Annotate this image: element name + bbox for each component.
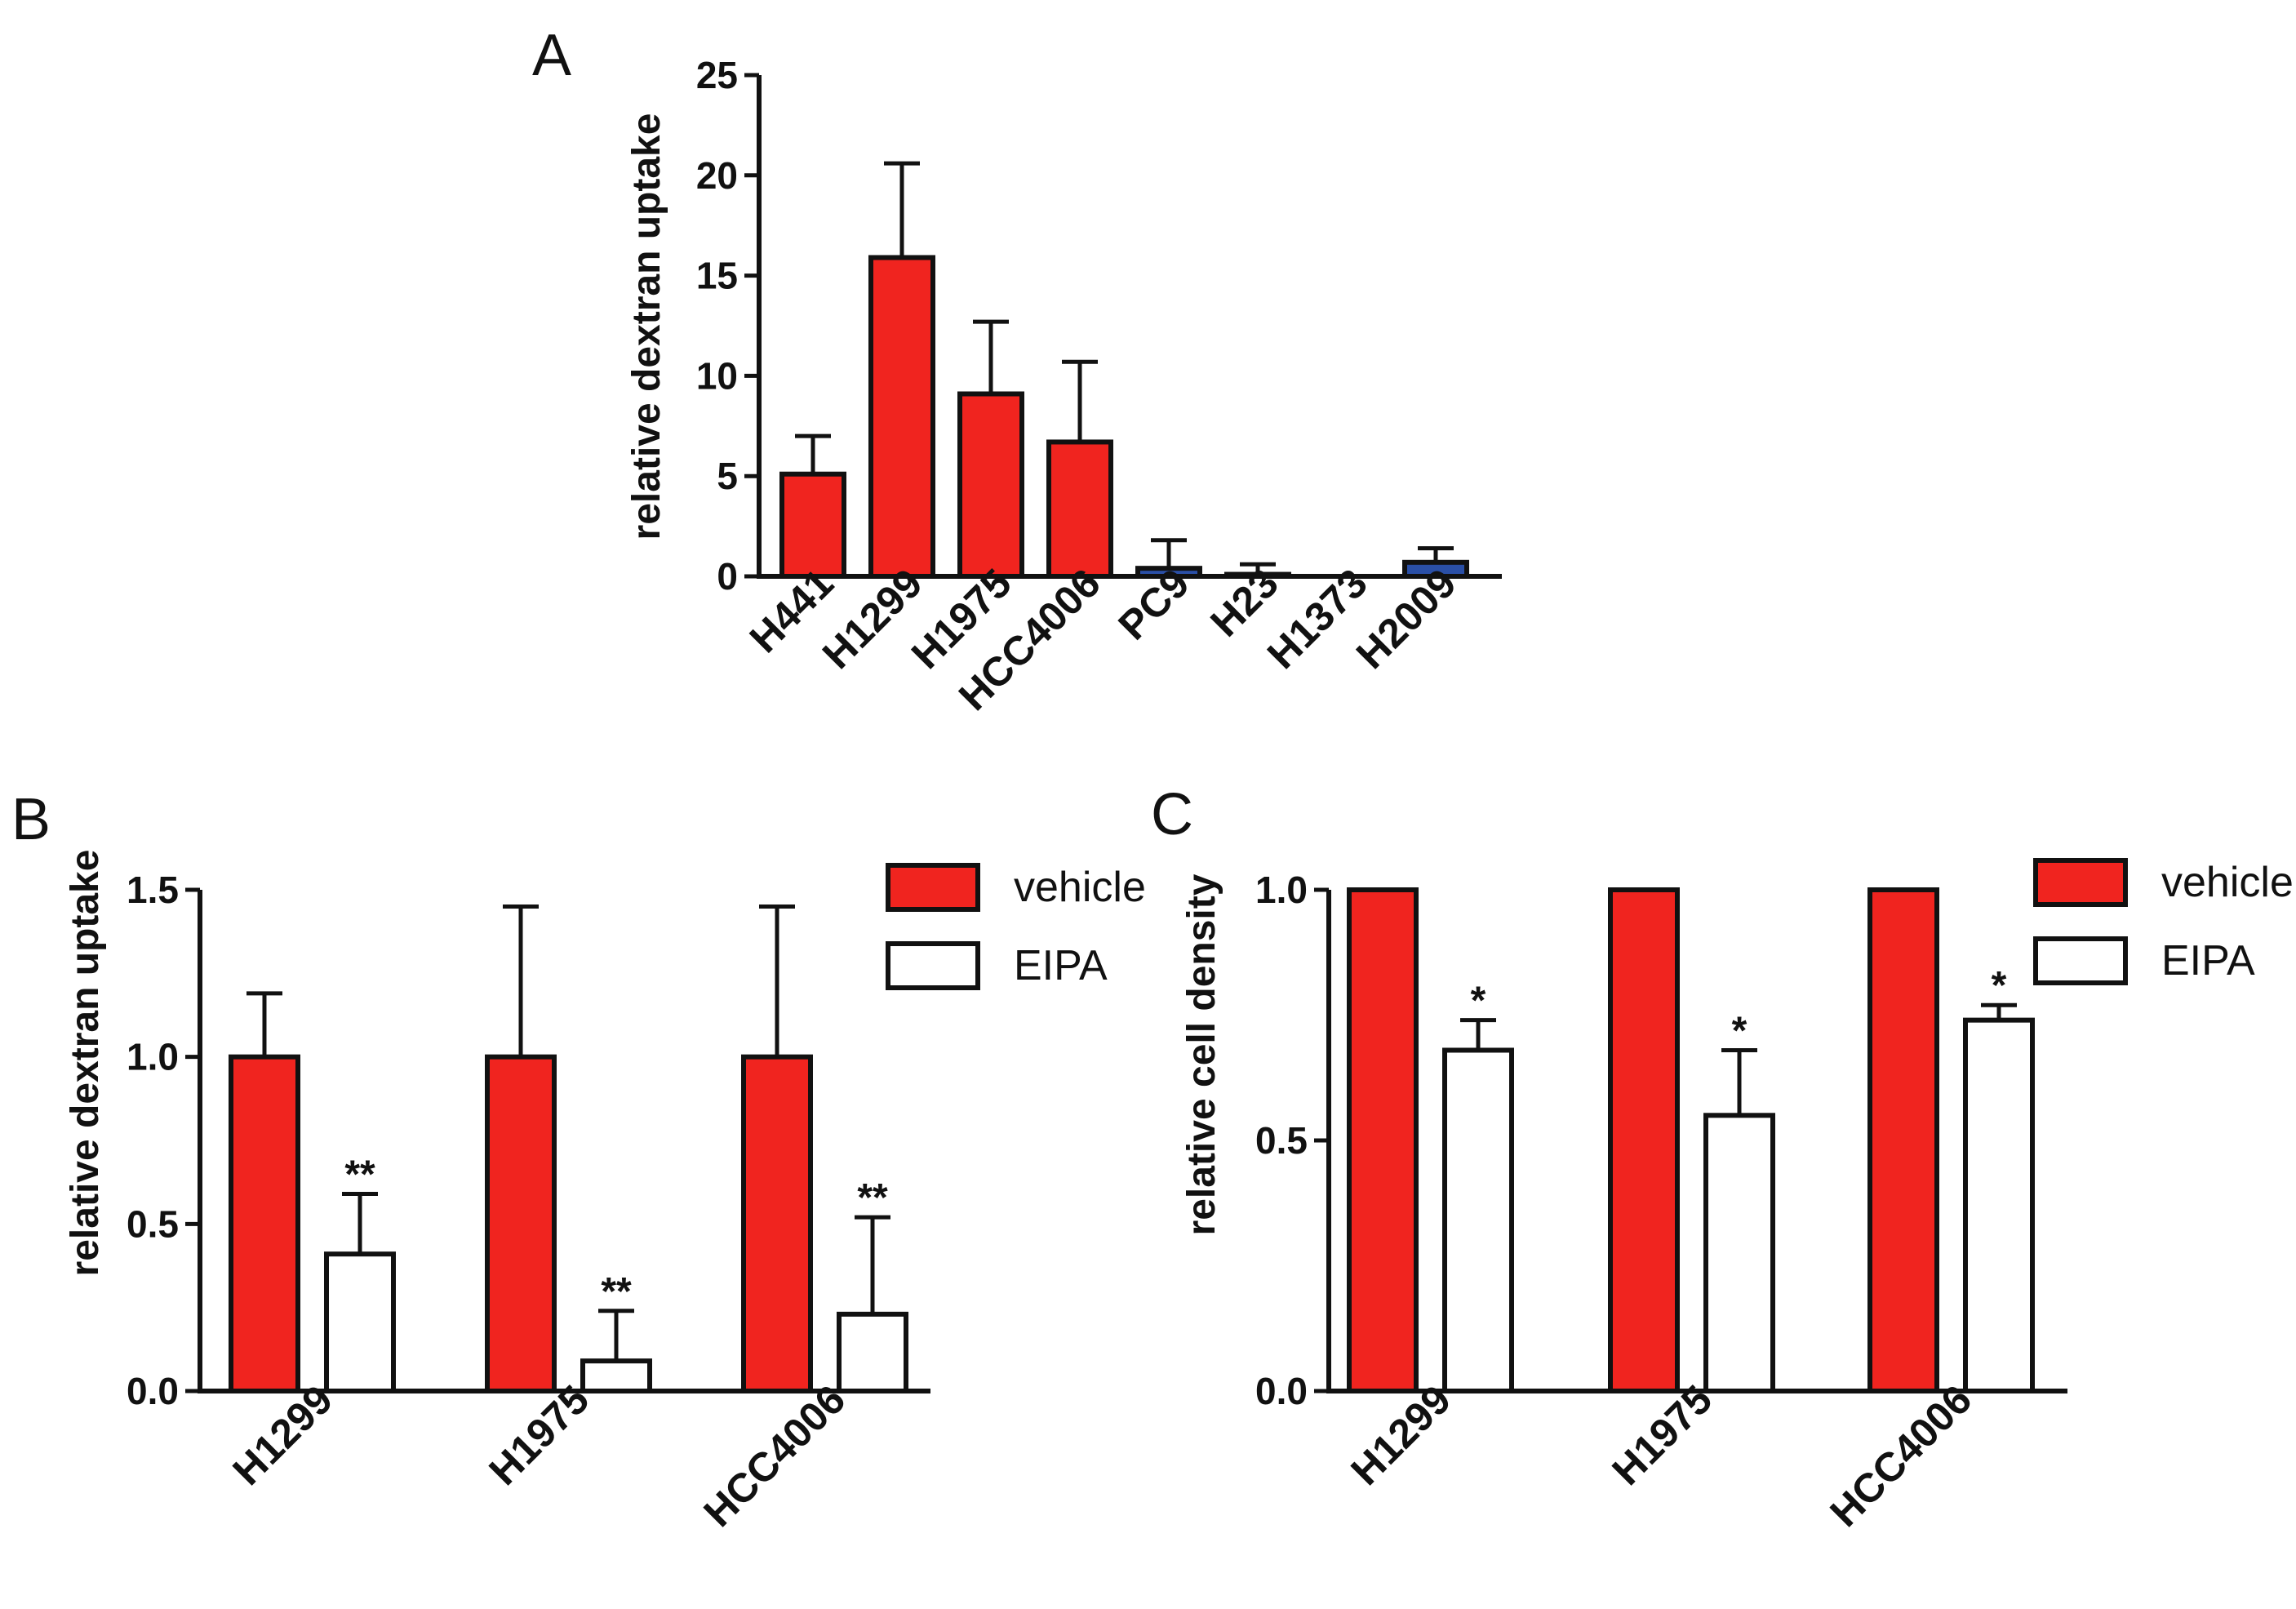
panel-label-c: C — [1151, 782, 1193, 847]
bar-vehicle — [741, 1054, 813, 1393]
y-tick-label: 0.0 — [1255, 1370, 1308, 1412]
legend-label-vehicle: vehicle — [1014, 864, 1146, 911]
panel-label-a: A — [532, 23, 571, 88]
bar-eipa — [837, 1311, 908, 1394]
bar-vehicle — [485, 1054, 557, 1393]
y-axis-label: relative dextran uptake — [64, 850, 107, 1277]
bar — [1046, 439, 1113, 579]
bar-vehicle — [1347, 887, 1419, 1393]
bar — [868, 255, 935, 579]
bar-eipa — [1442, 1047, 1514, 1393]
significance-marker: * — [1732, 1009, 1748, 1052]
x-tick-label: H1975 — [480, 1376, 597, 1494]
significance-marker: * — [1992, 964, 2007, 1007]
x-tick-label: HCC4006 — [1821, 1376, 1980, 1536]
y-tick-label: 0 — [717, 555, 738, 598]
x-tick-label: H1975 — [1603, 1376, 1721, 1494]
y-tick-label: 5 — [717, 455, 738, 497]
significance-marker: * — [1471, 980, 1486, 1023]
y-tick-label: 20 — [696, 154, 738, 197]
y-tick-label: 15 — [696, 255, 738, 297]
bar-vehicle — [1608, 887, 1680, 1393]
y-tick-label: 0.5 — [127, 1202, 179, 1245]
legend-swatch-vehicle — [886, 863, 980, 912]
legend-label-eipa: EIPA — [2161, 937, 2255, 985]
legend-label-eipa: EIPA — [1014, 942, 1108, 989]
y-tick-label: 1.0 — [127, 1036, 179, 1078]
significance-marker: ** — [601, 1270, 632, 1313]
significance-marker: ** — [857, 1176, 888, 1220]
bar-eipa — [1703, 1113, 1775, 1394]
significance-marker: ** — [344, 1153, 375, 1196]
legend-swatch-eipa — [886, 941, 980, 990]
y-tick-label: 0.5 — [1255, 1119, 1308, 1162]
bar-vehicle — [229, 1054, 300, 1393]
panel-label-b: B — [11, 787, 51, 852]
chart-panel-c: 0.0 0.5 1.0 relative cell density * H1299 * H19… — [1180, 858, 2294, 1536]
legend-swatch-vehicle — [2033, 858, 2128, 907]
bar — [957, 391, 1024, 579]
bar-eipa — [580, 1358, 652, 1394]
y-axis-label: relative dextran uptake — [625, 113, 668, 540]
y-tick-label: 10 — [696, 354, 738, 397]
y-tick-label: 1.0 — [1255, 869, 1308, 911]
chart-panel-b: 0.0 0.5 1.0 1.5 relative dextran uptake ** H12… — [64, 850, 1146, 1536]
x-tick-label: HCC4006 — [695, 1376, 854, 1536]
legend-swatch-eipa — [2033, 936, 2128, 985]
bar-eipa — [1963, 1017, 2035, 1393]
bar-eipa — [324, 1251, 396, 1393]
y-tick-label: 0.0 — [127, 1370, 179, 1412]
bar-vehicle — [1867, 887, 1939, 1393]
x-tick-label: H1299 — [1342, 1376, 1459, 1494]
y-tick-label: 25 — [696, 54, 738, 96]
y-axis-label: relative cell density — [1180, 873, 1223, 1235]
legend-label-vehicle: vehicle — [2161, 859, 2294, 906]
y-tick-label: 1.5 — [127, 869, 179, 911]
bar — [779, 471, 846, 580]
x-tick-label: H1299 — [224, 1376, 341, 1494]
